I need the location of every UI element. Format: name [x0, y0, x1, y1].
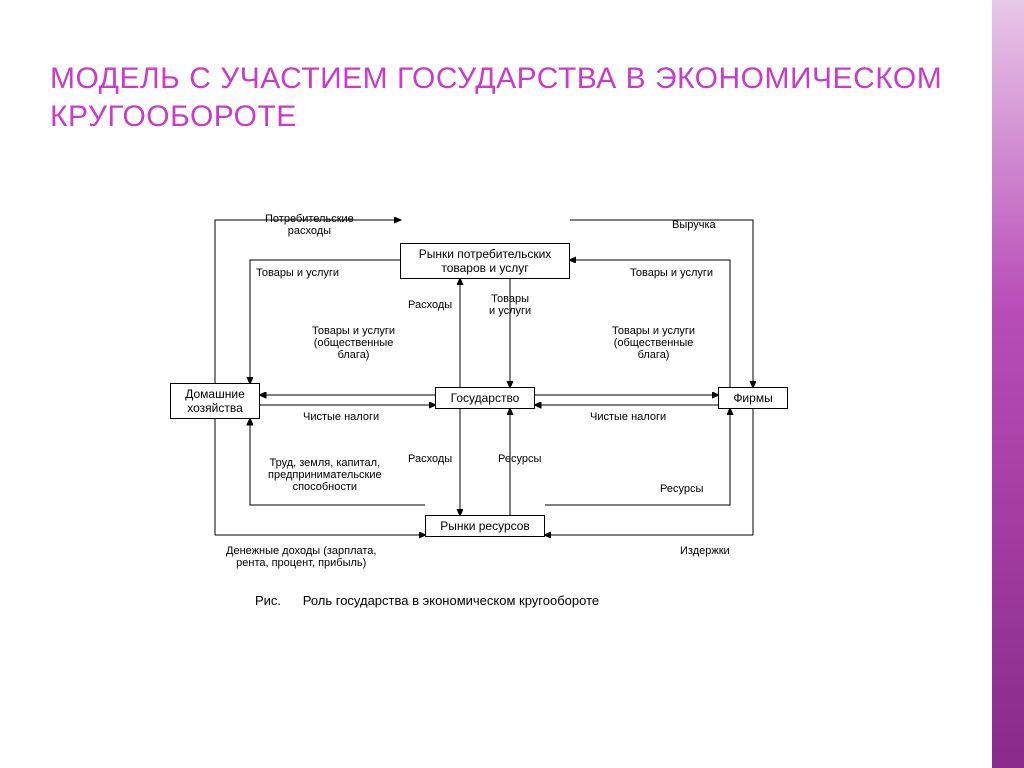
edge-label-12: Труд, земля, капитал, предпринимательски…	[268, 457, 382, 493]
edge-label-14: Денежные доходы (зарплата, рента, процен…	[226, 545, 376, 569]
node-households: Домашние хозяйства	[170, 383, 260, 419]
node-firms: Фирмы	[718, 387, 788, 409]
edge-label-7: Товары и услуги (общественные блага)	[612, 325, 695, 361]
slide-body: МОДЕЛЬ С УЧАСТИЕМ ГОСУДАРСТВА В ЭКОНОМИЧ…	[0, 0, 992, 768]
node-state: Государство	[435, 387, 535, 409]
edge-label-13: Ресурсы	[660, 483, 703, 495]
accent-bar	[992, 0, 1024, 768]
edge-label-11: Ресурсы	[498, 453, 541, 465]
edge-label-5: Товары и услуги	[489, 293, 531, 317]
edge-label-10: Расходы	[408, 453, 452, 465]
caption-prefix: Рис.	[255, 593, 281, 608]
edge-label-3: Товары и услуги	[630, 267, 713, 279]
node-resource_market: Рынки ресурсов	[425, 515, 545, 537]
edge-label-0: Потребительские расходы	[265, 213, 354, 237]
edge-label-2: Товары и услуги	[256, 267, 339, 279]
edge-label-1: Выручка	[672, 219, 716, 231]
edge-2	[570, 220, 753, 387]
caption-text: Роль государства в экономическом кругооб…	[303, 593, 599, 608]
edge-label-8: Чистые налоги	[303, 411, 379, 423]
edge-label-9: Чистые налоги	[590, 411, 666, 423]
edge-label-4: Расходы	[408, 299, 452, 311]
diagram-container: Рынки потребительских товаров и услуг Дом…	[50, 205, 880, 665]
slide-title: МОДЕЛЬ С УЧАСТИЕМ ГОСУДАРСТВА В ЭКОНОМИЧ…	[50, 60, 952, 135]
edge-label-15: Издержки	[680, 545, 730, 557]
diagram-caption: Рис. Роль государства в экономическом кр…	[255, 593, 599, 608]
node-consumer_market: Рынки потребительских товаров и услуг	[400, 243, 570, 279]
edge-label-6: Товары и услуги (общественные блага)	[312, 325, 395, 361]
edge-15	[545, 409, 753, 535]
